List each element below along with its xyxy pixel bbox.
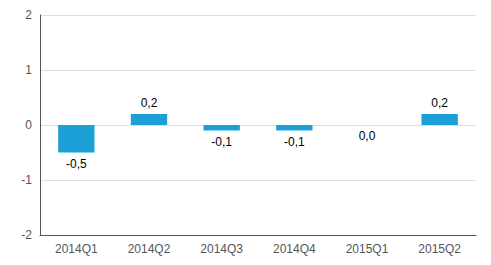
svg-text:-0,5: -0,5 [66, 157, 87, 171]
svg-text:2014Q3: 2014Q3 [200, 242, 243, 256]
svg-text:-1: -1 [21, 173, 32, 187]
svg-text:2014Q1: 2014Q1 [55, 242, 98, 256]
svg-text:2015Q1: 2015Q1 [346, 242, 389, 256]
svg-text:0: 0 [25, 118, 32, 132]
svg-text:2014Q4: 2014Q4 [273, 242, 316, 256]
svg-text:2014Q2: 2014Q2 [128, 242, 171, 256]
svg-text:-0,1: -0,1 [211, 135, 232, 149]
svg-text:2015Q2: 2015Q2 [418, 242, 461, 256]
svg-text:-0,1: -0,1 [284, 135, 305, 149]
svg-text:0,2: 0,2 [141, 96, 158, 110]
svg-text:-2: -2 [21, 228, 32, 242]
svg-text:1: 1 [25, 63, 32, 77]
svg-text:0,0: 0,0 [359, 129, 376, 143]
svg-text:0,2: 0,2 [431, 96, 448, 110]
svg-text:2: 2 [25, 8, 32, 22]
